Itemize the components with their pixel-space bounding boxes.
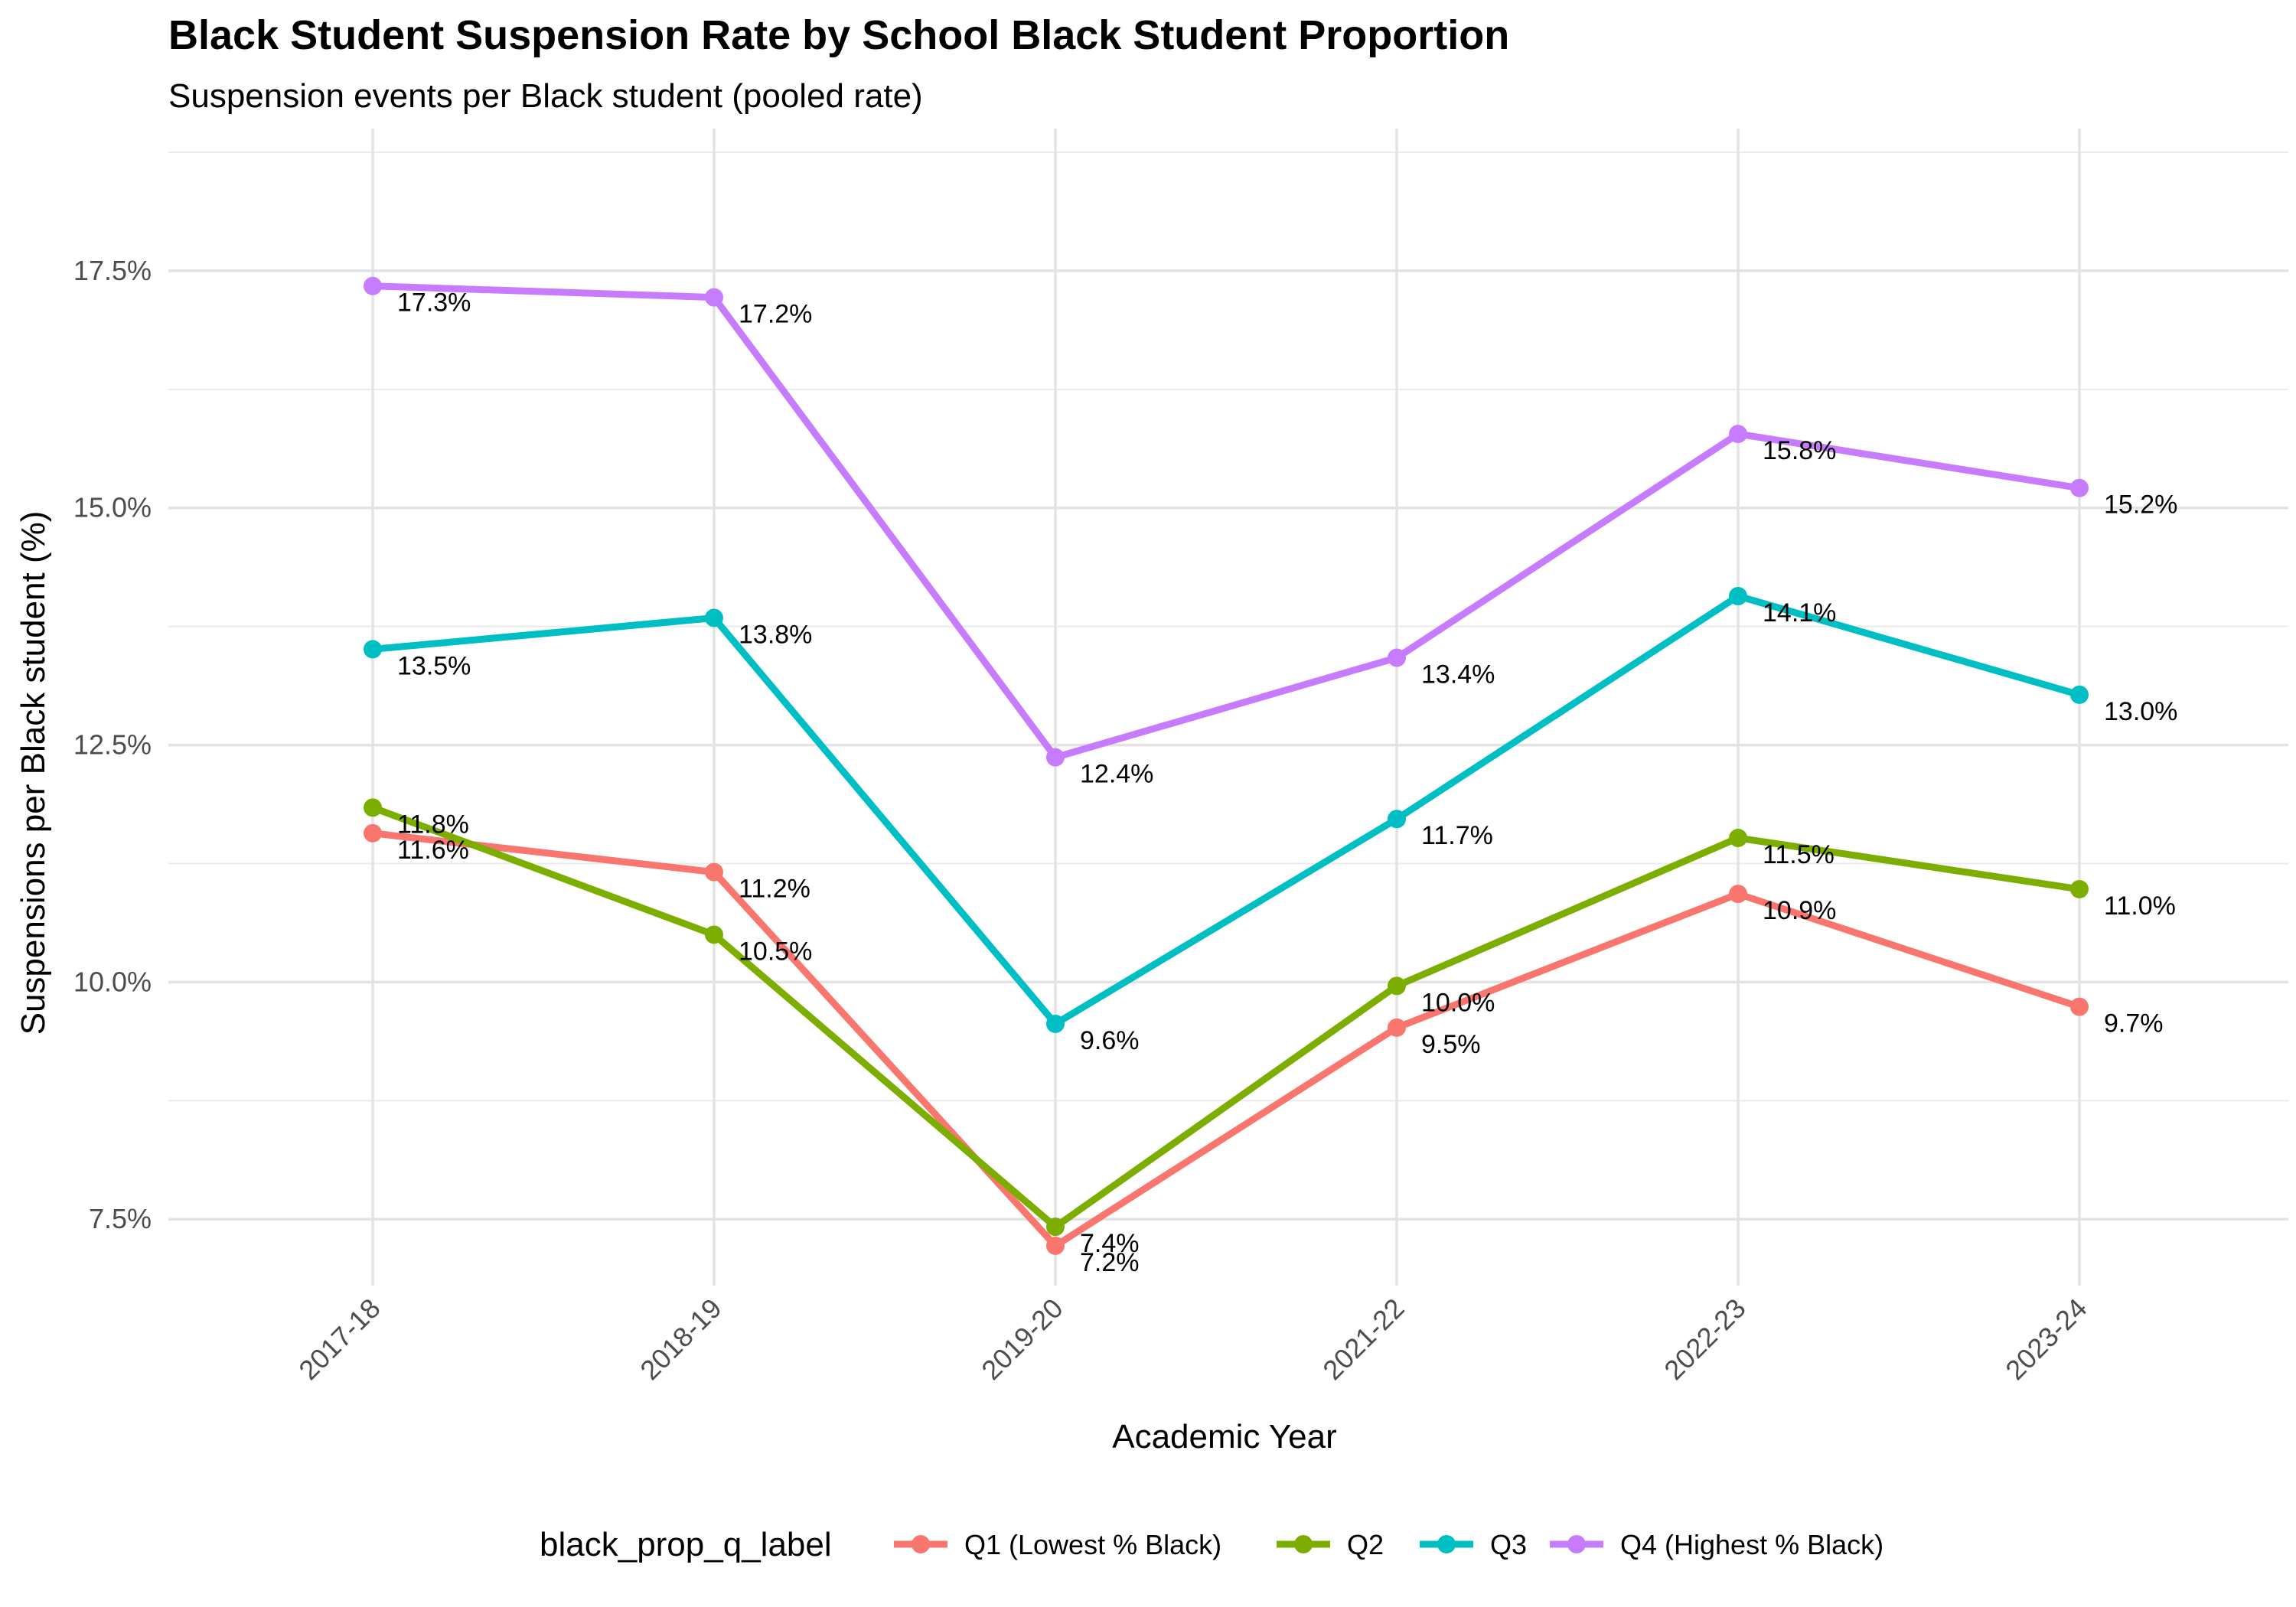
data-point bbox=[705, 862, 723, 882]
data-label: 11.6% bbox=[397, 836, 469, 865]
data-point bbox=[1729, 586, 1747, 605]
legend-label: Q2 bbox=[1347, 1529, 1384, 1560]
data-point bbox=[364, 640, 382, 659]
data-label: 10.0% bbox=[1421, 988, 1495, 1017]
legend-label: Q3 bbox=[1490, 1529, 1527, 1560]
data-label: 13.0% bbox=[2104, 697, 2177, 726]
data-point bbox=[1046, 748, 1065, 767]
legend-label: Q1 (Lowest % Black) bbox=[964, 1529, 1221, 1560]
y-axis-ticks: 7.5% 10.0% 12.5% 15.0% 17.5% bbox=[73, 255, 152, 1234]
data-label: 9.6% bbox=[1080, 1026, 1140, 1055]
data-point bbox=[364, 823, 382, 843]
data-point bbox=[2070, 478, 2089, 497]
data-label: 15.8% bbox=[1763, 436, 1836, 465]
legend-marker bbox=[1437, 1535, 1456, 1553]
data-label: 11.5% bbox=[1763, 840, 1835, 869]
data-point bbox=[1729, 829, 1747, 848]
data-point bbox=[364, 798, 382, 817]
data-label: 13.8% bbox=[739, 621, 812, 650]
grid-lines bbox=[168, 129, 2288, 1286]
data-point bbox=[705, 608, 723, 627]
data-point bbox=[1388, 976, 1406, 996]
data-label: 11.0% bbox=[2104, 892, 2176, 921]
data-label: 13.5% bbox=[397, 651, 471, 680]
data-label: 9.7% bbox=[2104, 1009, 2164, 1038]
x-axis-title: Academic Year bbox=[1112, 1418, 1337, 1455]
data-point bbox=[1729, 885, 1747, 904]
data-label: 15.2% bbox=[2104, 491, 2177, 520]
data-point bbox=[705, 288, 723, 307]
data-label: 11.8% bbox=[397, 810, 469, 839]
legend-marker bbox=[912, 1535, 930, 1553]
y-tick-label: 7.5% bbox=[89, 1203, 152, 1234]
series-line bbox=[372, 282, 2080, 761]
data-point bbox=[2070, 685, 2089, 704]
legend-title: black_prop_q_label bbox=[540, 1526, 832, 1563]
y-tick-label: 15.0% bbox=[73, 492, 152, 523]
data-label: 17.3% bbox=[397, 288, 471, 318]
y-tick-label: 12.5% bbox=[73, 729, 152, 761]
y-tick-label: 10.0% bbox=[73, 966, 152, 997]
legend: black_prop_q_label Q1 (Lowest % Black) Q2… bbox=[540, 1526, 1883, 1563]
chart-title: Black Student Suspension Rate by School … bbox=[168, 12, 1509, 58]
data-labels: 11.6% 11.2% 7.2% 9.5% 10.9% 9.7% 11.8% 10.5% 7.4… bbox=[397, 288, 2177, 1277]
data-label: 12.4% bbox=[1080, 760, 1153, 789]
data-label: 14.1% bbox=[1763, 598, 1836, 627]
data-point bbox=[1046, 1014, 1065, 1033]
series-line bbox=[371, 804, 2080, 1231]
data-point bbox=[1729, 425, 1747, 444]
data-label: 13.4% bbox=[1421, 660, 1495, 689]
data-label: 17.2% bbox=[739, 300, 812, 329]
data-point bbox=[1046, 1217, 1065, 1237]
legend-marker bbox=[1294, 1535, 1313, 1553]
legend-label: Q4 (Highest % Black) bbox=[1620, 1529, 1883, 1560]
y-axis-title: Suspensions per Black student (%) bbox=[15, 511, 52, 1035]
data-point bbox=[705, 925, 723, 944]
series-line bbox=[372, 592, 2081, 1028]
data-label: 10.5% bbox=[739, 937, 812, 966]
data-point bbox=[364, 276, 382, 295]
data-label: 7.4% bbox=[1080, 1229, 1140, 1258]
data-point bbox=[1388, 648, 1406, 667]
chart-subtitle: Suspension events per Black student (poo… bbox=[168, 77, 923, 115]
data-label: 9.5% bbox=[1421, 1030, 1481, 1059]
data-point bbox=[1388, 810, 1406, 829]
data-label: 7.2% bbox=[1080, 1248, 1140, 1277]
legend-marker bbox=[1567, 1535, 1586, 1553]
series-lines bbox=[371, 282, 2081, 1250]
series-points bbox=[364, 276, 2089, 1255]
data-label: 10.9% bbox=[1763, 896, 1836, 925]
data-point bbox=[1046, 1236, 1065, 1255]
data-point bbox=[2070, 997, 2089, 1016]
y-tick-label: 17.5% bbox=[73, 255, 152, 286]
series-line bbox=[372, 830, 2081, 1250]
data-label: 11.2% bbox=[739, 875, 810, 904]
data-point bbox=[1388, 1018, 1406, 1037]
data-label: 11.7% bbox=[1421, 821, 1493, 850]
data-point bbox=[2070, 879, 2089, 898]
